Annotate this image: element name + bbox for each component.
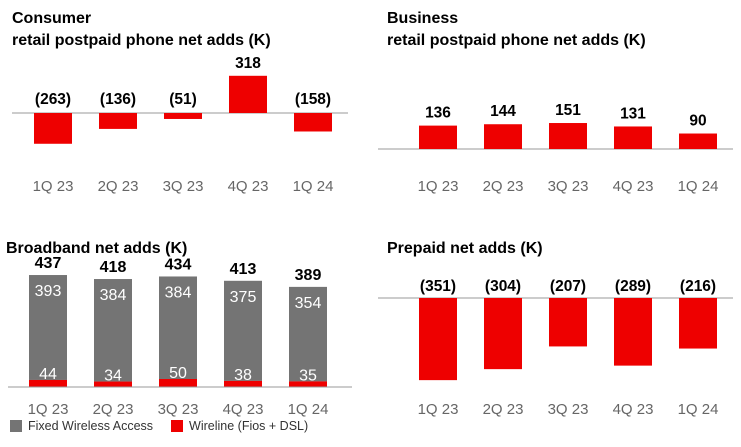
business-data-label: 136 [425,105,451,122]
broadband-tick-label: 2Q 23 [93,401,134,418]
broadband-total-label: 434 [165,256,192,273]
consumer-data-label: (136) [100,91,136,108]
consumer-tick-label: 1Q 23 [33,178,74,195]
consumer-tick-label: 3Q 23 [163,178,204,195]
business-bar [484,124,522,149]
consumer-bar [99,113,137,129]
prepaid-tick-label: 1Q 24 [678,401,719,418]
business-bar [679,133,717,149]
legend-swatch-wireline [171,420,184,432]
broadband-title-line-1: Broadband net adds (K) [6,240,188,257]
broadband-tick-label: 1Q 23 [28,401,69,418]
prepaid-bar [549,298,587,347]
consumer-tick-label: 1Q 24 [293,178,334,195]
broadband-tick-label: 1Q 24 [288,401,329,418]
broadband-total-label: 413 [230,261,257,278]
business-tick-label: 3Q 23 [548,178,589,195]
broadband-fwa-bar [29,275,67,380]
consumer-title-line-1: Consumer [12,10,92,27]
broadband-fwa-label: 393 [35,283,62,300]
broadband-total-label: 418 [100,259,127,276]
legend: Fixed Wireless Access Wireline (Fios + D… [10,419,308,433]
business-bar [614,126,652,149]
broadband-total-label: 437 [35,255,62,272]
broadband-fwa-bar [159,276,197,379]
broadband-fwa-label: 384 [100,287,127,304]
prepaid-bar [679,298,717,349]
consumer-data-label: (158) [295,91,331,108]
prepaid-data-label: (304) [485,278,521,295]
legend-swatch-fixed-wireless [10,420,22,432]
business-bar [549,123,587,149]
prepaid-tick-label: 2Q 23 [483,401,524,418]
business-title-line-1: Business [387,10,459,27]
prepaid-tick-label: 4Q 23 [613,401,654,418]
legend-label-fixed-wireless: Fixed Wireless Access [28,419,154,433]
business-tick-label: 2Q 23 [483,178,524,195]
business-tick-label: 1Q 24 [678,178,719,195]
consumer-bar [34,113,72,144]
business-tick-label: 4Q 23 [613,178,654,195]
broadband-wireline-label: 38 [234,367,252,384]
broadband-fwa-label: 375 [230,289,257,306]
prepaid-data-label: (351) [420,278,456,295]
business-data-label: 131 [620,105,646,122]
business-tick-label: 1Q 23 [418,178,459,195]
prepaid-bar [614,298,652,366]
broadband-wireline-bar [289,381,327,387]
prepaid-bar [484,298,522,370]
broadband-wireline-label: 44 [39,366,57,383]
business-title-line-2: retail postpaid phone net adds (K) [387,32,646,49]
consumer-tick-label: 4Q 23 [228,178,269,195]
broadband-wireline-bar [159,379,197,387]
broadband-tick-label: 3Q 23 [158,401,199,418]
broadband-total-label: 389 [295,267,322,284]
broadband-wireline-label: 50 [169,365,187,382]
prepaid-data-label: (289) [615,278,651,295]
broadband-wireline-label: 35 [299,367,317,384]
broadband-fwa-bar [289,286,327,382]
prepaid-tick-label: 1Q 23 [418,401,459,418]
consumer-title-line-2: retail postpaid phone net adds (K) [12,32,271,49]
consumer-bar [164,113,202,119]
broadband-fwa-label: 354 [295,295,322,312]
broadband-fwa-bar [224,280,262,381]
business-bar [419,125,457,149]
prepaid-chart-title: Prepaid net adds (K) [387,238,543,260]
prepaid-data-label: (207) [550,278,586,295]
consumer-bar [294,113,332,132]
prepaid-data-label: (216) [680,278,716,295]
broadband-chart-title: Broadband net adds (K) [6,238,187,260]
business-data-label: 151 [555,102,581,119]
legend-label-wireline: Wireline (Fios + DSL) [189,419,309,433]
consumer-data-label: (263) [35,91,71,108]
broadband-fwa-label: 384 [165,284,192,301]
consumer-chart-title: Consumer retail postpaid phone net adds … [12,8,271,52]
prepaid-bar [419,298,457,381]
broadband-wireline-bar [94,381,132,387]
broadband-tick-label: 4Q 23 [223,401,264,418]
broadband-fwa-bar [94,279,132,382]
broadband-wireline-bar [29,379,67,387]
prepaid-title-line-1: Prepaid net adds (K) [387,240,543,257]
consumer-tick-label: 2Q 23 [98,178,139,195]
consumer-bar [229,75,267,113]
prepaid-tick-label: 3Q 23 [548,401,589,418]
business-chart-title: Business retail postpaid phone net adds … [387,8,646,52]
business-data-label: 90 [689,113,706,130]
consumer-data-label: 318 [235,55,261,72]
broadband-wireline-bar [224,380,262,387]
business-data-label: 144 [490,103,516,120]
broadband-wireline-label: 34 [104,368,122,385]
consumer-data-label: (51) [169,91,197,108]
